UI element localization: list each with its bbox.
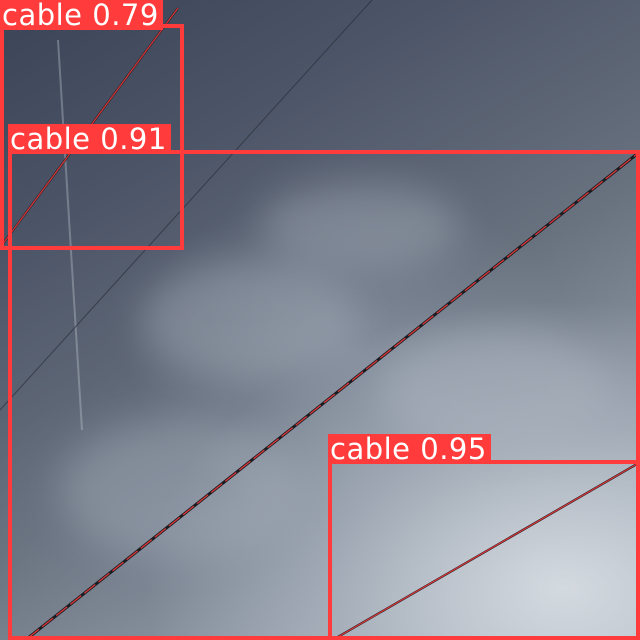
faint-cable-line bbox=[0, 0, 373, 411]
contrail-line bbox=[57, 39, 83, 431]
cable-highlight bbox=[27, 153, 638, 639]
cable-highlight bbox=[335, 463, 638, 639]
detection-box-2 bbox=[8, 150, 640, 640]
cloud-patch bbox=[140, 260, 360, 380]
cloud-patch bbox=[60, 420, 300, 560]
cloud-patch bbox=[260, 180, 460, 270]
detection-box-3 bbox=[328, 460, 640, 640]
cloud-patch bbox=[380, 330, 610, 450]
detection-label-2: cable 0.91 bbox=[8, 124, 171, 154]
detection-label-3: cable 0.95 bbox=[328, 434, 491, 464]
detection-label-1: cable 0.79 bbox=[0, 0, 163, 30]
